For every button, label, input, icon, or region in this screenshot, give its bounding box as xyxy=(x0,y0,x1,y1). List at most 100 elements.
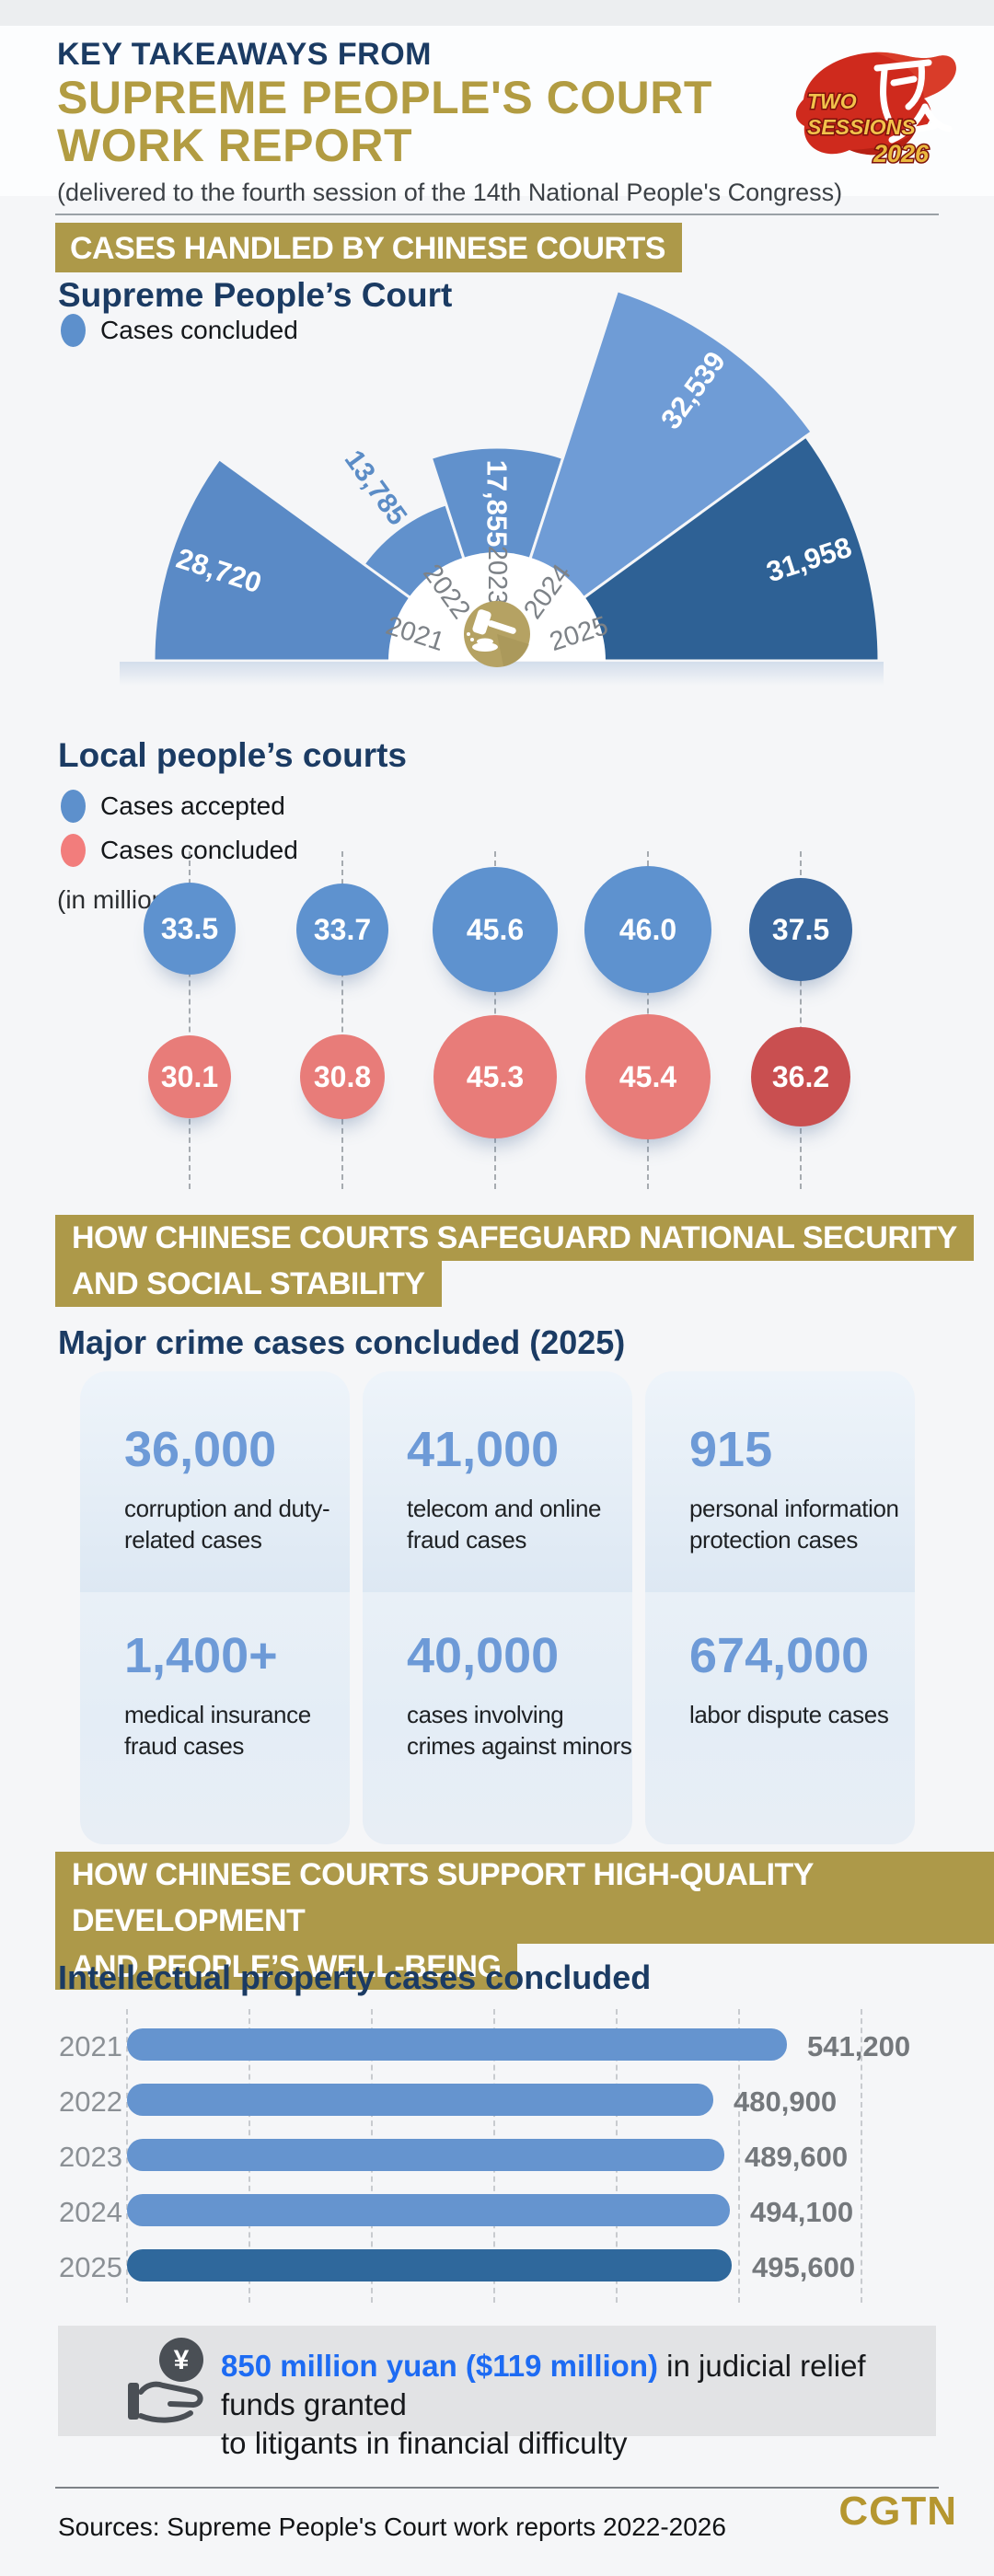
bubble-gridline-1 xyxy=(189,851,191,1189)
bar-year: 2022 xyxy=(59,2085,122,2118)
page-subtitle: (delivered to the fourth session of the … xyxy=(57,179,843,206)
bubble-concluded-2021: 30.1 xyxy=(148,1035,231,1118)
relief-line2: to litigants in financial difficulty xyxy=(221,2426,628,2460)
section4-heading: Intellectual property cases concluded xyxy=(58,1958,652,1996)
bubble-accepted-2025: 37.5 xyxy=(749,878,852,981)
fan-value-2022: 13,785 xyxy=(339,445,413,531)
bar-year: 2024 xyxy=(59,2196,122,2228)
stat-card: 36,000 corruption and duty-related cases xyxy=(80,1371,350,1592)
badge-text-sessions: SESSIONS xyxy=(807,115,916,139)
bubble-gridline-2 xyxy=(341,851,343,1189)
bar-value: 480,900 xyxy=(734,2085,838,2118)
bar-value: 495,600 xyxy=(752,2251,856,2283)
stat-value: 41,000 xyxy=(407,1422,560,1477)
stat-value: 1,400+ xyxy=(124,1628,278,1683)
fan-year-2023: 2023 xyxy=(482,546,512,606)
bubble-concluded-2024: 45.4 xyxy=(585,1014,711,1139)
bar-value: 489,600 xyxy=(745,2141,849,2173)
svg-text:¥: ¥ xyxy=(174,2345,190,2375)
page-title: SUPREME PEOPLE'S COURT WORK REPORT xyxy=(57,74,712,169)
section4-banner-line1: HOW CHINESE COURTS SUPPORT HIGH-QUALITY … xyxy=(55,1852,994,1944)
legend-dot-concluded2-icon xyxy=(61,834,86,867)
fan-value-2023: 17,855 xyxy=(481,460,514,548)
stat-label: medical insurance fraud cases xyxy=(124,1701,311,1760)
bubble-concluded-2025: 36.2 xyxy=(751,1027,850,1126)
judicial-relief-text: 850 million yuan ($119 million) in judic… xyxy=(221,2347,884,2463)
badge-flag-shadow xyxy=(850,133,915,156)
bar-2025 xyxy=(127,2249,732,2281)
bubble-concluded-2022: 30.8 xyxy=(300,1034,385,1119)
top-strip xyxy=(0,0,994,26)
page-title-line1: SUPREME PEOPLE'S COURT xyxy=(57,72,712,123)
bar-2024 xyxy=(127,2194,730,2226)
section3-banner-line1: HOW CHINESE COURTS SAFEGUARD NATIONAL SE… xyxy=(55,1215,974,1261)
bubble-legend-concluded: Cases concluded xyxy=(61,834,298,867)
section2-heading: Local people’s courts xyxy=(58,736,407,774)
stat-card: 41,000 telecom and online fraud cases xyxy=(363,1371,632,1592)
bubble-legend-concluded-label: Cases concluded xyxy=(100,836,298,864)
section3-banner-line2: AND SOCIAL STABILITY xyxy=(55,1261,442,1307)
section4-banner: HOW CHINESE COURTS SUPPORT HIGH-QUALITY … xyxy=(55,1852,994,1990)
stat-card: 674,000 labor dispute cases xyxy=(645,1592,915,1844)
stat-value: 915 xyxy=(689,1422,773,1477)
relief-amount: 850 million yuan ($119 million) xyxy=(221,2349,658,2383)
badge-text-year: 2026 xyxy=(873,140,930,167)
stat-card: 1,400+ medical insurance fraud cases xyxy=(80,1592,350,1844)
legend-dot-accepted-icon xyxy=(61,790,86,823)
gavel-icon xyxy=(464,601,530,667)
sources-note: Sources: Supreme People's Court work rep… xyxy=(58,2512,726,2541)
bubble-accepted-2024: 46.0 xyxy=(584,866,711,993)
bar-year: 2021 xyxy=(59,2030,122,2062)
page-title-line2: WORK REPORT xyxy=(57,120,413,171)
section1-banner-text: CASES HANDLED BY CHINESE COURTS xyxy=(55,223,682,272)
badge-calligraphy-icon xyxy=(873,59,953,144)
section1-heading: Supreme People’s Court xyxy=(58,276,453,314)
stat-value: 36,000 xyxy=(124,1422,277,1477)
section3-heading: Major crime cases concluded (2025) xyxy=(58,1323,626,1361)
badge-text-two: TWO xyxy=(807,89,857,113)
section3-banner: HOW CHINESE COURTS SAFEGUARD NATIONAL SE… xyxy=(55,1215,974,1307)
bar-value: 494,100 xyxy=(750,2196,854,2228)
header-divider xyxy=(55,214,939,215)
stat-value: 40,000 xyxy=(407,1628,560,1683)
bar-gridline xyxy=(738,2009,740,2303)
fan-legend: Cases concluded xyxy=(61,314,298,347)
bar-gridline xyxy=(861,2009,862,2303)
stat-value: 674,000 xyxy=(689,1628,870,1683)
bar-2022 xyxy=(127,2084,713,2116)
bubble-legend-accepted: Cases accepted xyxy=(61,790,285,823)
relief-rest: in judicial relief funds granted xyxy=(221,2349,866,2421)
bubble-legend-accepted-label: Cases accepted xyxy=(100,791,285,820)
bar-2021 xyxy=(127,2028,787,2061)
bubble-gridline-5 xyxy=(800,851,802,1189)
judicial-relief-box xyxy=(58,2326,936,2436)
stat-label: personal information protection cases xyxy=(689,1495,899,1554)
yuan-hand-icon: ¥ xyxy=(128,2338,203,2423)
bubble-accepted-2022: 33.7 xyxy=(296,884,388,976)
stat-card: 915 personal information protection case… xyxy=(645,1371,915,1592)
bar-year: 2023 xyxy=(59,2141,122,2173)
section4-banner-line2: AND PEOPLE’S WELL-BEING xyxy=(55,1944,518,1990)
fan-sector-2024 xyxy=(494,288,815,664)
bubble-concluded-2023: 45.3 xyxy=(433,1015,557,1138)
section1-banner: CASES HANDLED BY CHINESE COURTS xyxy=(55,223,682,272)
fan-chart: 28,720 13,785 17,855 32,539 31,958 2021 … xyxy=(120,288,884,686)
stat-label: telecom and online fraud cases xyxy=(407,1495,602,1554)
stat-label: corruption and duty-related cases xyxy=(124,1495,330,1554)
two-sessions-badge: TWO SESSIONS 2026 xyxy=(795,52,956,169)
stat-card: 40,000 cases involving crimes against mi… xyxy=(363,1592,632,1844)
legend-dot-concluded-icon xyxy=(61,314,86,347)
stat-label: cases involving crimes against minors xyxy=(407,1701,632,1760)
stat-label: labor dispute cases xyxy=(689,1701,889,1728)
fan-sector-2025 xyxy=(492,434,881,663)
header-kicker: KEY TAKEAWAYS FROM xyxy=(57,37,432,72)
bubble-accepted-2021: 33.5 xyxy=(144,883,236,975)
bar-value: 541,200 xyxy=(807,2030,911,2062)
cgtn-logo: CGTN xyxy=(838,2489,957,2534)
bar-2023 xyxy=(127,2139,724,2171)
bar-year: 2025 xyxy=(59,2251,122,2283)
badge-flag-highlight xyxy=(873,52,956,98)
bubble-accepted-2023: 45.6 xyxy=(433,867,558,992)
footer-divider xyxy=(55,2487,939,2489)
